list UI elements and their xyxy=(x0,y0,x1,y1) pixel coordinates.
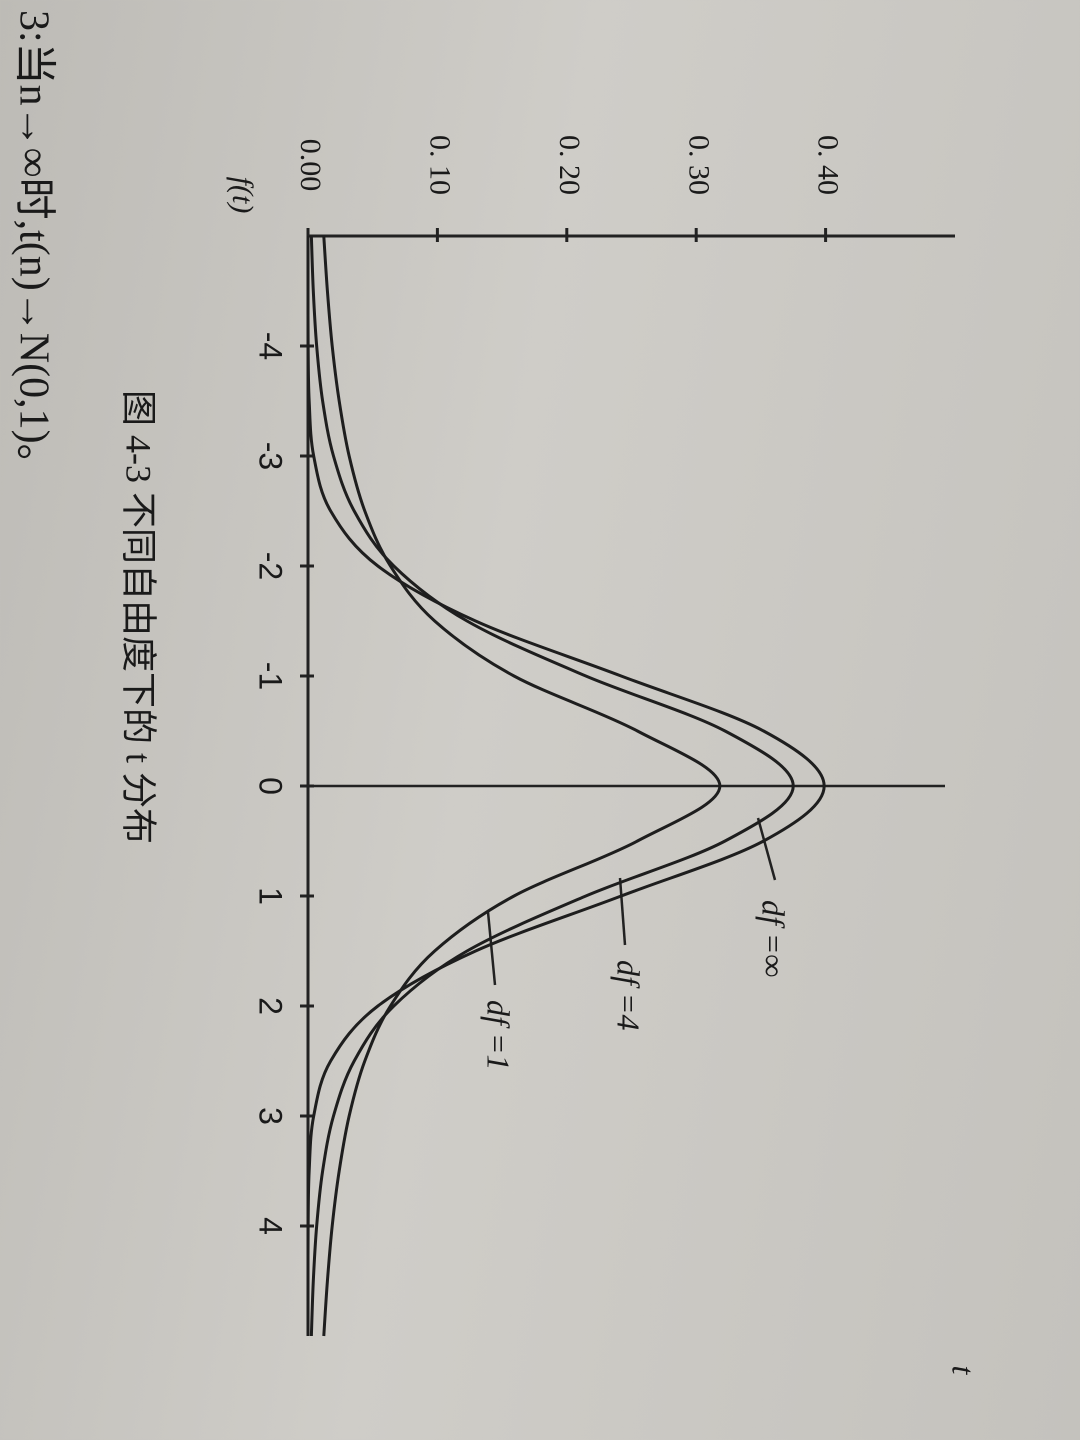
y-axis-label: f(t) xyxy=(226,177,259,214)
y-tick-label: 0. 10 xyxy=(424,135,457,195)
x-tick-label: 4 xyxy=(253,1217,289,1235)
y-tick-label: 0.00 xyxy=(294,139,327,192)
header-text: 3:当n→∞时,t(n)→N(0,1)。 xyxy=(10,10,56,486)
x-axis-label: t xyxy=(946,1366,982,1376)
x-tick-label: -1 xyxy=(253,662,289,690)
series-label: df =1 xyxy=(481,1000,517,1070)
leader-line xyxy=(618,877,627,946)
figure-caption: 图 4-3 不同自由度下的 t 分布 xyxy=(119,390,159,844)
x-tick-label: -3 xyxy=(253,442,289,470)
x-tick-label: 2 xyxy=(253,997,289,1015)
density-curve xyxy=(306,235,826,1337)
series-label: df =4 xyxy=(611,960,647,1030)
y-tick-label: 0. 20 xyxy=(553,135,586,195)
x-tick-label: -2 xyxy=(253,552,289,580)
x-tick-label: 3 xyxy=(253,1107,289,1125)
x-tick-label: 1 xyxy=(253,887,289,905)
x-tick-label: -4 xyxy=(253,332,289,360)
x-tick-label: 0 xyxy=(253,777,289,795)
leader-line xyxy=(756,817,777,881)
series-label: df =∞ xyxy=(756,900,792,977)
density-curve xyxy=(322,235,722,1337)
y-tick-label: 0. 30 xyxy=(682,135,715,195)
density-curve xyxy=(309,235,795,1337)
leader-line xyxy=(486,911,497,986)
y-tick-label: 0. 40 xyxy=(812,135,845,195)
